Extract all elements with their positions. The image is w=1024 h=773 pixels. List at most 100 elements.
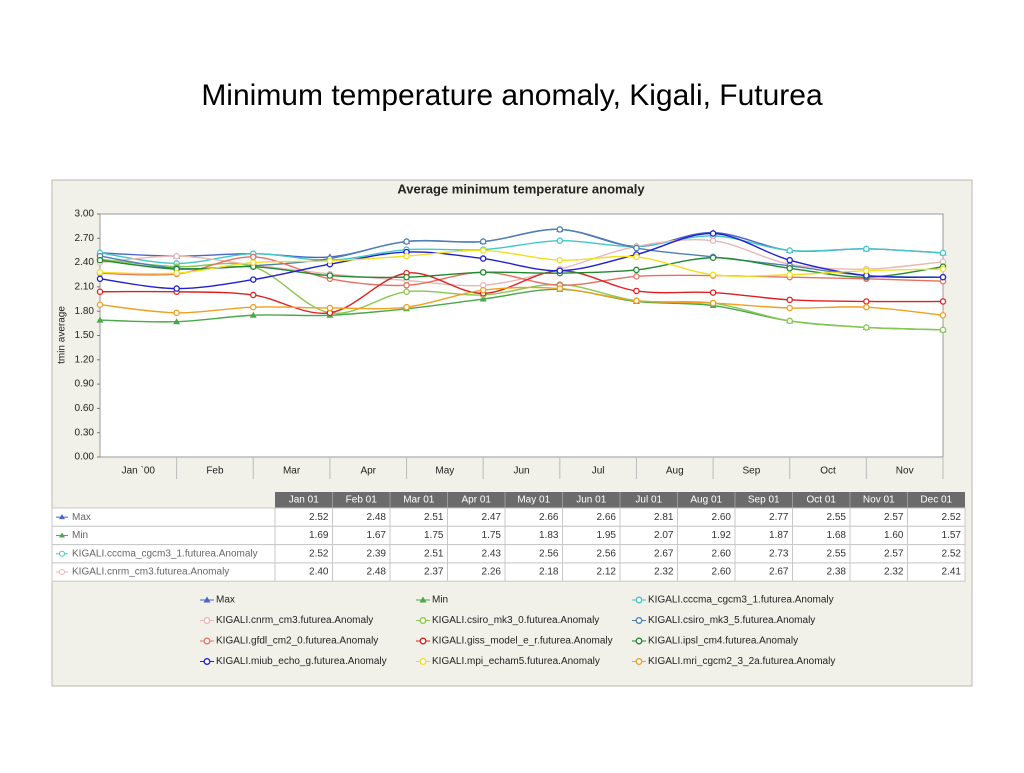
point bbox=[479, 286, 487, 294]
point bbox=[786, 265, 793, 272]
point bbox=[479, 295, 487, 302]
point bbox=[96, 269, 104, 276]
table-cell: 1.75 bbox=[482, 530, 502, 541]
table-cell: 2.60 bbox=[712, 548, 732, 559]
legend-swatch bbox=[203, 617, 211, 624]
point bbox=[709, 230, 717, 237]
point bbox=[633, 297, 640, 304]
point bbox=[556, 267, 564, 274]
table-column-header: Jul 01 bbox=[635, 495, 662, 506]
table-cell: 2.12 bbox=[597, 567, 617, 578]
table-row-label: Min bbox=[72, 530, 88, 541]
point bbox=[479, 238, 487, 245]
point bbox=[786, 247, 793, 254]
point bbox=[403, 252, 410, 260]
table-column-header: Sep 01 bbox=[748, 495, 780, 506]
point bbox=[250, 291, 257, 299]
table-cell: 1.92 bbox=[712, 530, 732, 541]
point bbox=[250, 276, 257, 283]
x-tick-label: Nov bbox=[896, 466, 914, 477]
legend-label: Min bbox=[432, 595, 448, 606]
table-cell: 2.51 bbox=[424, 512, 444, 523]
point bbox=[326, 257, 334, 265]
series-line bbox=[99, 239, 944, 287]
point bbox=[96, 288, 104, 296]
series-line bbox=[99, 286, 944, 316]
legend-swatch bbox=[59, 569, 65, 576]
x-tick-label: May bbox=[435, 466, 454, 477]
table-cell: 2.52 bbox=[942, 548, 962, 559]
point bbox=[96, 316, 104, 323]
legend-swatch bbox=[635, 596, 643, 604]
series-line bbox=[99, 232, 944, 290]
table-column-header: Oct 01 bbox=[807, 495, 837, 506]
legend-label: KIGALI.mpi_echam5.futurea.Anomaly bbox=[432, 656, 600, 667]
table-cell: 2.40 bbox=[309, 567, 329, 578]
point bbox=[939, 298, 947, 305]
point bbox=[939, 326, 947, 334]
point bbox=[556, 226, 564, 233]
y-tick-label: 2.10 bbox=[75, 282, 95, 293]
point bbox=[939, 265, 947, 273]
table-column-header: Jun 01 bbox=[576, 495, 606, 506]
point bbox=[786, 304, 793, 312]
table-cell: 1.69 bbox=[309, 530, 329, 541]
legend-swatch bbox=[203, 658, 211, 665]
legend-swatch bbox=[419, 658, 427, 665]
point bbox=[709, 237, 717, 244]
table-row-label: KIGALI.cnrm_cm3.futurea.Anomaly bbox=[72, 567, 229, 578]
legend-swatch bbox=[203, 596, 211, 603]
table-cell: 2.67 bbox=[654, 548, 674, 559]
table-cell: 2.41 bbox=[942, 567, 962, 578]
table-row-label: Max bbox=[72, 512, 91, 523]
table-cell: 1.95 bbox=[597, 530, 617, 541]
y-tick-label: 3.00 bbox=[75, 209, 95, 220]
table-cell: 2.51 bbox=[424, 548, 444, 559]
point bbox=[939, 273, 947, 281]
table-cell: 2.52 bbox=[942, 512, 962, 523]
point bbox=[786, 296, 793, 304]
table-cell: 2.26 bbox=[482, 567, 502, 578]
y-tick-label: 0.00 bbox=[75, 452, 95, 463]
table-cell: 2.48 bbox=[367, 512, 387, 523]
table-cell: 2.55 bbox=[827, 548, 847, 559]
point bbox=[403, 303, 410, 311]
table-row bbox=[51, 562, 966, 582]
point bbox=[173, 318, 181, 325]
y-tick-label: 1.20 bbox=[75, 354, 95, 365]
point bbox=[556, 285, 564, 292]
point bbox=[96, 256, 104, 264]
table-cell: 2.67 bbox=[769, 567, 789, 578]
table-cell: 1.75 bbox=[424, 530, 444, 541]
point bbox=[863, 303, 870, 311]
series-line bbox=[99, 257, 944, 279]
table-cell: 2.32 bbox=[884, 567, 904, 578]
point bbox=[939, 311, 947, 319]
point bbox=[786, 317, 793, 325]
legend-label: KIGALI.cnrm_cm3.futurea.Anomaly bbox=[216, 615, 373, 626]
table-cell: 2.47 bbox=[482, 512, 502, 523]
y-tick-label: 1.50 bbox=[75, 330, 95, 341]
slide-title: Minimum temperature anomaly, Kigali, Fut… bbox=[201, 79, 823, 112]
legend-label: KIGALI.gfdl_cm2_0.futurea.Anomaly bbox=[216, 636, 378, 647]
x-tick-label: Aug bbox=[666, 466, 684, 477]
table-cell: 2.55 bbox=[827, 512, 847, 523]
point bbox=[633, 244, 640, 252]
legend-label: KIGALI.csiro_mk3_5.futurea.Anomaly bbox=[648, 615, 815, 626]
x-tick-label: Sep bbox=[743, 466, 761, 477]
y-tick-label: 1.80 bbox=[75, 306, 95, 317]
x-tick-label: Feb bbox=[206, 466, 224, 477]
table-column-header: Nov 01 bbox=[863, 495, 895, 506]
table-cell: 2.38 bbox=[827, 567, 847, 578]
legend-label: KIGALI.cccma_cgcm3_1.futurea.Anomaly bbox=[648, 595, 834, 606]
point bbox=[173, 309, 180, 317]
x-tick-label: Oct bbox=[820, 466, 836, 477]
point bbox=[479, 247, 487, 254]
point bbox=[863, 245, 870, 253]
table-cell: 2.07 bbox=[654, 530, 674, 541]
point bbox=[403, 273, 410, 281]
point bbox=[326, 272, 334, 279]
table-cell: 2.43 bbox=[482, 548, 502, 559]
table-column-header: Jan 01 bbox=[289, 495, 319, 506]
